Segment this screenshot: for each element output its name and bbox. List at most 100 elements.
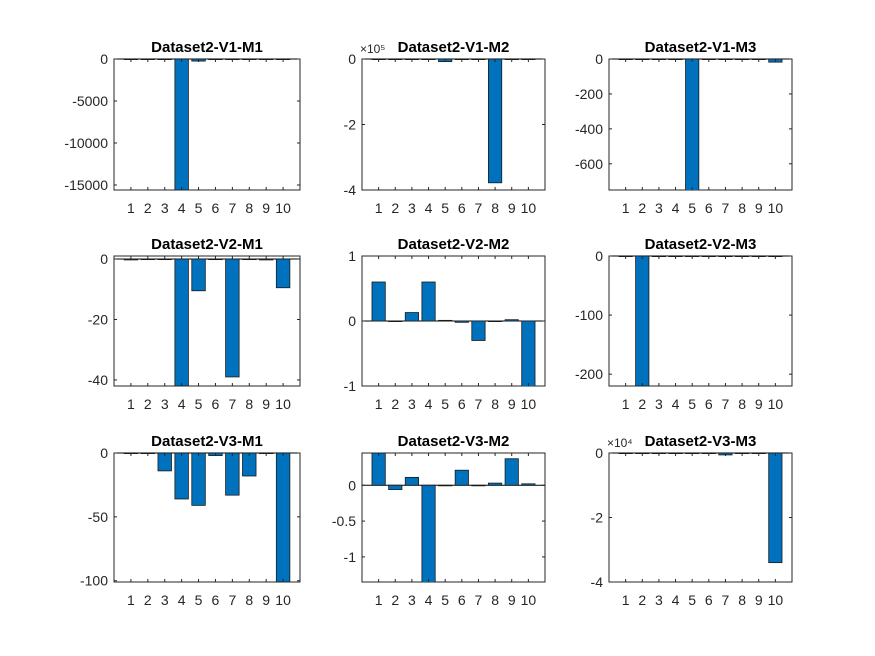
x-tick-label: 5: [441, 592, 449, 608]
x-tick-label: 4: [672, 200, 680, 216]
y-tick-label: -0.5: [332, 513, 356, 529]
x-tick-label: 3: [408, 592, 416, 608]
x-tick-label: 9: [262, 592, 270, 608]
y-tick-label: 0: [595, 248, 603, 264]
subplot-title: Dataset2-V1-M3: [645, 39, 757, 56]
x-tick-label: 9: [508, 592, 516, 608]
x-tick-label: 4: [672, 592, 680, 608]
y-tick-label: -2: [344, 117, 357, 133]
x-tick-label: 1: [622, 592, 630, 608]
bar-7: [471, 320, 486, 341]
x-tick-label: 10: [768, 200, 784, 216]
x-tick-label: 9: [755, 200, 763, 216]
bar-4: [174, 258, 189, 386]
bar-3: [157, 258, 172, 261]
x-tick-label: 1: [375, 592, 383, 608]
bar-9: [504, 458, 519, 486]
x-tick-label: 6: [458, 200, 466, 216]
subplot-1: 1 2 3 4 5 6 7 8 9 10 0 -5000 -10000 -15000 Dataset2-V1…: [64, 39, 301, 216]
x-tick-label: 6: [705, 396, 713, 412]
x-tick-label: 9: [755, 396, 763, 412]
x-tick-label: 5: [195, 396, 203, 412]
x-tick-label: 6: [212, 200, 220, 216]
subplot-title: Dataset2-V2-M2: [398, 236, 510, 253]
axes-box: [113, 255, 301, 387]
y-tick-label: -200: [575, 366, 603, 382]
x-tick-label: 4: [178, 592, 186, 608]
x-tick-label: 10: [275, 200, 291, 216]
x-tick-label: 7: [722, 200, 730, 216]
x-tick-label: 1: [622, 396, 630, 412]
y-tick-label: -200: [575, 86, 603, 102]
y-tick-label: -400: [575, 121, 603, 137]
x-tick-label: 3: [408, 396, 416, 412]
bar-10: [521, 483, 536, 486]
bar-4: [174, 453, 189, 500]
x-tick-label: 3: [161, 396, 169, 412]
x-tick-label: 7: [475, 200, 483, 216]
x-tick-label: 10: [275, 592, 291, 608]
y-tick-label: -1: [344, 549, 357, 565]
x-tick-label: 10: [275, 396, 291, 412]
x-tick-label: 3: [161, 592, 169, 608]
bars: [123, 453, 291, 582]
bar-7: [225, 453, 240, 496]
x-tick-label: 1: [127, 592, 135, 608]
x-tick-label: 8: [738, 592, 746, 608]
x-tick-label: 3: [161, 200, 169, 216]
x-tick-label: 6: [705, 592, 713, 608]
y-tick-label: 0: [348, 51, 356, 67]
y-tick-label: -4: [344, 182, 357, 198]
x-tick-label: 9: [262, 396, 270, 412]
x-tick-label: 10: [521, 200, 537, 216]
y-tick-label: 0: [348, 477, 356, 493]
bar-10: [768, 453, 783, 564]
axes-box: [113, 452, 301, 583]
x-tick-label: 6: [212, 592, 220, 608]
y-tick-label: -1: [344, 378, 357, 394]
y-tick-label: -100: [80, 573, 108, 589]
x-tick-label: 10: [521, 592, 537, 608]
bar-6: [454, 469, 469, 486]
y-tick-label: -100: [575, 307, 603, 323]
y-tick-label: 0: [100, 251, 108, 267]
y-tick-label: -40: [88, 372, 108, 388]
y-tick-label: 0: [100, 51, 108, 67]
axes-box: [608, 58, 793, 191]
subplot-9: 1 2 3 4 5 6 7 8 9 10 0 -2 -4 ×10⁴ Dataset2-V3-M3: [591, 433, 793, 608]
x-tick-label: 1: [127, 396, 135, 412]
bar-3: [157, 453, 172, 472]
bar-9: [259, 258, 274, 261]
x-tick-label: 1: [375, 200, 383, 216]
y-exponent-label: ×10⁵: [360, 42, 385, 56]
bar-2: [388, 484, 403, 490]
bar-5: [191, 258, 206, 292]
x-tick-label: 4: [425, 592, 433, 608]
x-tick-label: 7: [228, 200, 236, 216]
x-tick-label: 8: [245, 200, 253, 216]
bar-1: [371, 453, 386, 486]
subplot-2: 1 2 3 4 5 6 7 8 9 10 0 -2 -4 ×10⁵ Dataset2-V1-M2: [344, 39, 546, 216]
bar-1: [371, 281, 386, 322]
subplot-title: Dataset2-V1-M1: [151, 39, 263, 56]
x-tick-label: 2: [144, 396, 152, 412]
bar-8: [242, 453, 257, 477]
bar-10: [521, 320, 536, 386]
x-tick-label: 2: [144, 200, 152, 216]
y-tick-label: -50: [88, 509, 108, 525]
bar-7: [471, 484, 486, 487]
bar-7: [225, 258, 240, 378]
bar-8: [488, 482, 503, 486]
bar-2: [388, 320, 403, 323]
axes-box: [608, 452, 793, 583]
x-tick-label: 1: [127, 200, 135, 216]
x-tick-label: 8: [491, 200, 499, 216]
x-tick-label: 7: [722, 592, 730, 608]
axes-box: [361, 58, 546, 191]
x-tick-label: 8: [491, 592, 499, 608]
x-tick-label: 10: [768, 396, 784, 412]
x-tick-label: 5: [441, 396, 449, 412]
x-tick-label: 1: [622, 200, 630, 216]
x-tick-label: 10: [521, 396, 537, 412]
